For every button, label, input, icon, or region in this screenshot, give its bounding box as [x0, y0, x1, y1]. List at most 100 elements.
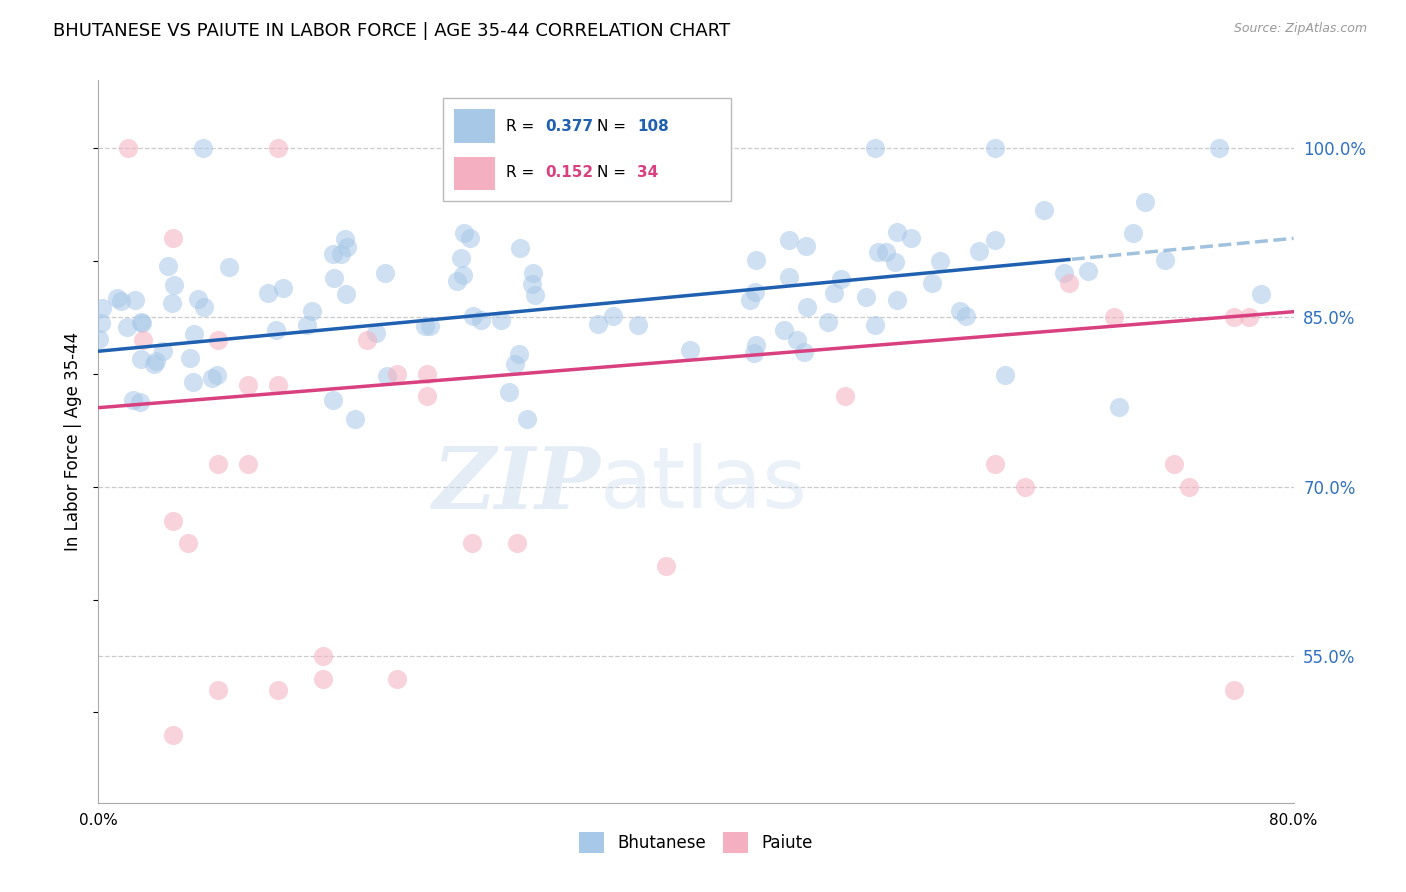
Text: 0.377: 0.377 [546, 119, 593, 134]
Point [1237, 310, 1260, 325]
Point [356, 333, 378, 347]
Text: R =: R = [506, 119, 540, 134]
Point [586, 318, 609, 332]
Text: N =: N = [598, 165, 631, 180]
Point [124, 293, 146, 308]
Point [236, 457, 259, 471]
Point [796, 300, 818, 314]
Point [207, 333, 229, 347]
Point [179, 351, 201, 366]
Point [1223, 682, 1246, 697]
Point [311, 672, 333, 686]
Point [778, 233, 800, 247]
Point [1133, 195, 1156, 210]
Point [415, 319, 437, 334]
Point [793, 344, 815, 359]
Point [187, 292, 209, 306]
Point [522, 277, 544, 292]
Point [522, 266, 544, 280]
Point [994, 368, 1017, 383]
Point [886, 293, 908, 308]
Point [322, 392, 344, 407]
Point [875, 245, 897, 260]
Point [264, 323, 287, 337]
Point [1178, 480, 1201, 494]
Point [385, 672, 409, 686]
Point [745, 338, 768, 352]
Point [461, 309, 484, 323]
Point [267, 378, 290, 392]
Point [458, 231, 481, 245]
Point [311, 648, 333, 663]
Point [1250, 286, 1272, 301]
Point [271, 281, 294, 295]
Point [900, 231, 922, 245]
Point [156, 259, 179, 273]
Y-axis label: In Labor Force | Age 35-44: In Labor Force | Age 35-44 [65, 332, 83, 551]
Point [823, 286, 845, 301]
Point [143, 357, 166, 371]
Point [461, 536, 484, 550]
Text: 34: 34 [637, 165, 658, 180]
Text: 0.152: 0.152 [546, 165, 593, 180]
Point [115, 319, 138, 334]
Point [1059, 277, 1081, 291]
Point [984, 457, 1007, 471]
Point [335, 287, 357, 301]
Point [868, 245, 890, 260]
Point [506, 536, 529, 550]
FancyBboxPatch shape [443, 98, 731, 201]
Point [523, 288, 546, 302]
Point [516, 412, 538, 426]
Point [865, 141, 887, 155]
FancyBboxPatch shape [454, 110, 495, 144]
Point [201, 371, 224, 385]
Point [183, 327, 205, 342]
Point [322, 271, 344, 285]
Point [1104, 310, 1126, 325]
Point [416, 389, 439, 403]
Point [301, 304, 323, 318]
Point [744, 285, 766, 300]
Point [955, 310, 977, 324]
Point [655, 558, 678, 573]
Point [928, 254, 950, 268]
Point [374, 267, 396, 281]
Point [333, 231, 356, 245]
Legend: Bhutanese, Paiute: Bhutanese, Paiute [572, 826, 820, 860]
Point [110, 294, 132, 309]
Point [855, 290, 877, 304]
Point [419, 319, 441, 334]
Point [742, 345, 765, 359]
Point [1108, 400, 1130, 414]
Point [984, 141, 1007, 155]
Point [205, 368, 228, 383]
Point [446, 274, 468, 288]
Text: R =: R = [506, 165, 540, 180]
Point [1208, 141, 1230, 155]
Point [129, 315, 152, 329]
Point [778, 270, 800, 285]
Point [503, 357, 526, 371]
Point [162, 514, 184, 528]
Point [256, 285, 278, 300]
Point [886, 225, 908, 239]
Point [145, 353, 167, 368]
Point [1163, 457, 1185, 471]
Point [470, 313, 492, 327]
Point [322, 246, 344, 260]
Point [218, 260, 240, 275]
Point [967, 244, 990, 258]
Point [627, 318, 650, 332]
Point [508, 241, 530, 255]
Point [489, 313, 512, 327]
Point [129, 395, 152, 409]
Point [602, 309, 624, 323]
Point [745, 252, 768, 267]
Point [267, 682, 290, 697]
Point [679, 343, 702, 358]
Point [610, 141, 633, 155]
Point [152, 343, 174, 358]
Text: N =: N = [598, 119, 631, 134]
Point [772, 323, 794, 337]
